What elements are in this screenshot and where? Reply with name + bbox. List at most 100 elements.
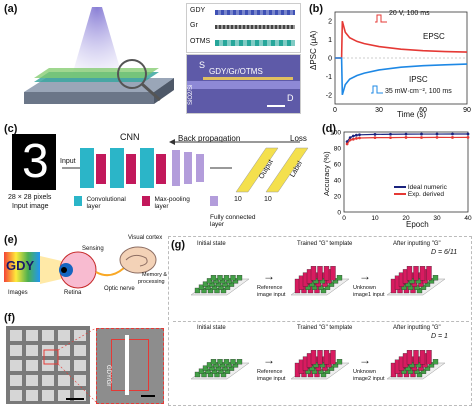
g-distance-label: D = 1: [431, 333, 448, 340]
d-series-point: [373, 136, 377, 139]
micrograph: S D GDY/Gr/OTMS SiO2/Si: [186, 54, 301, 114]
g-arrow-caption: image2 input: [353, 376, 385, 382]
weight-bar: [236, 275, 243, 281]
array-pad: [10, 360, 22, 371]
weight-bar: [230, 359, 236, 365]
weight-bar: [406, 266, 413, 281]
weight-bar: [194, 287, 201, 294]
g-arrow: →: [359, 353, 371, 367]
d-series-point: [358, 133, 361, 137]
weight-bar: [323, 350, 330, 365]
d-ytick-label: 40: [334, 178, 342, 185]
memory-label: Memory &: [142, 272, 168, 278]
weight-bar: [336, 275, 343, 281]
d-series-point: [435, 135, 439, 139]
weight-bar: [330, 266, 336, 281]
weight-bar: [432, 359, 439, 365]
stack-label: GDY/Gr/OTMS: [209, 67, 263, 76]
g-map-cell: [287, 335, 353, 390]
g-map-title: Trained "G" template: [297, 241, 353, 247]
weight-bar: [202, 365, 209, 371]
d-series-point: [420, 132, 423, 136]
d-ytick-label: 20: [334, 194, 342, 201]
layer-otms-label: OTMS: [190, 38, 211, 45]
g-arrow-caption: image1 input: [353, 292, 385, 298]
weight-map: [190, 359, 250, 380]
weight-bar: [336, 359, 343, 365]
d-series-line: [346, 136, 469, 145]
weight-bar: [419, 350, 426, 365]
b-ytick-label: 0: [328, 56, 332, 63]
array-pad: [10, 345, 22, 356]
d-series-point: [348, 136, 352, 139]
ipsc-label: IPSC: [409, 75, 428, 84]
weight-bar: [432, 275, 439, 281]
d-series-point: [451, 136, 454, 139]
input-image-label: Input image: [12, 203, 49, 210]
g-arrow: →: [263, 269, 275, 283]
b-ytick-label: -2: [326, 92, 332, 99]
panel-b-label: (b): [309, 3, 324, 15]
array-pad: [26, 375, 38, 386]
b-series-epsc: [335, 20, 468, 59]
images-label: Images: [8, 290, 28, 296]
weight-bar: [413, 350, 419, 365]
visual-cortex-label: Visual cortex: [128, 235, 163, 241]
drain-label: D: [287, 93, 294, 103]
g-map-title: After inputting "G": [393, 241, 441, 247]
b-xtick-label: 60: [419, 107, 427, 114]
backprop-label: Back propagation: [178, 134, 241, 143]
panel-g: (g) Initial state Trained "G" template Aft…: [168, 236, 472, 406]
array-pad: [42, 330, 54, 341]
loss-label: Loss: [290, 134, 307, 143]
weight-bar: [419, 266, 426, 281]
array-pad: [10, 330, 22, 341]
b-pulse-top: [375, 14, 387, 23]
array-pad: [58, 375, 70, 386]
weight-bar: [323, 266, 330, 281]
d-series-point: [420, 136, 423, 139]
b-ytick-label: 1: [328, 37, 332, 44]
weight-bar: [210, 359, 217, 365]
weight-bar: [206, 362, 213, 368]
psc-chart: 2 1 0 -1 -2 0 30 60 90: [326, 11, 471, 114]
d-series-point: [355, 137, 358, 140]
g-map-cell: [287, 251, 353, 306]
d-legend: Ideal numeric Exp. derived: [394, 184, 447, 198]
array-pad: [26, 345, 38, 356]
panel-f: (f) GDY/Gr: [0, 312, 165, 407]
b-xtick-label: 0: [333, 107, 337, 114]
weight-bar: [206, 278, 213, 284]
digit: 3: [22, 135, 49, 188]
weight-bar: [413, 266, 419, 281]
d-xtick-label: 20: [402, 215, 410, 222]
inset-text: GDY/Gr: [105, 365, 111, 387]
d-plot-frame: [343, 131, 469, 213]
weight-bar: [210, 275, 217, 281]
weight-map: [290, 266, 350, 296]
ten-b: 10: [264, 196, 272, 203]
array-pad: [74, 330, 86, 341]
array-pad: [74, 390, 86, 401]
array-pad: [26, 330, 38, 341]
sensing-label: Sensing: [82, 246, 104, 252]
d-series-point: [355, 133, 358, 137]
array-scale-bar: [66, 398, 84, 400]
array-pad: [58, 390, 70, 401]
panel-a: (a) GDY Gr OTMS S D GDY/Gr/OTMS SiO2/Si: [0, 0, 305, 115]
array-pad: [26, 390, 38, 401]
scale-bar: [267, 105, 285, 107]
g-map-title: Trained "G" template: [297, 325, 353, 331]
array-pad: [10, 390, 22, 401]
weight-bar: [317, 266, 323, 281]
panel-a-label: (a): [4, 3, 18, 15]
g-map-cell: [187, 251, 253, 306]
array-pad: [74, 345, 86, 356]
d-xlabel: Epoch: [406, 220, 429, 229]
d-ytick-label: 60: [334, 162, 342, 169]
g-arrow-caption: Unknown: [353, 285, 376, 291]
cnn-legend: Convolutional layer Max-pooling layer Fu…: [74, 196, 274, 228]
cnn-diagram: [62, 139, 309, 193]
d-series-point: [404, 136, 408, 139]
d-series-point: [351, 134, 355, 138]
